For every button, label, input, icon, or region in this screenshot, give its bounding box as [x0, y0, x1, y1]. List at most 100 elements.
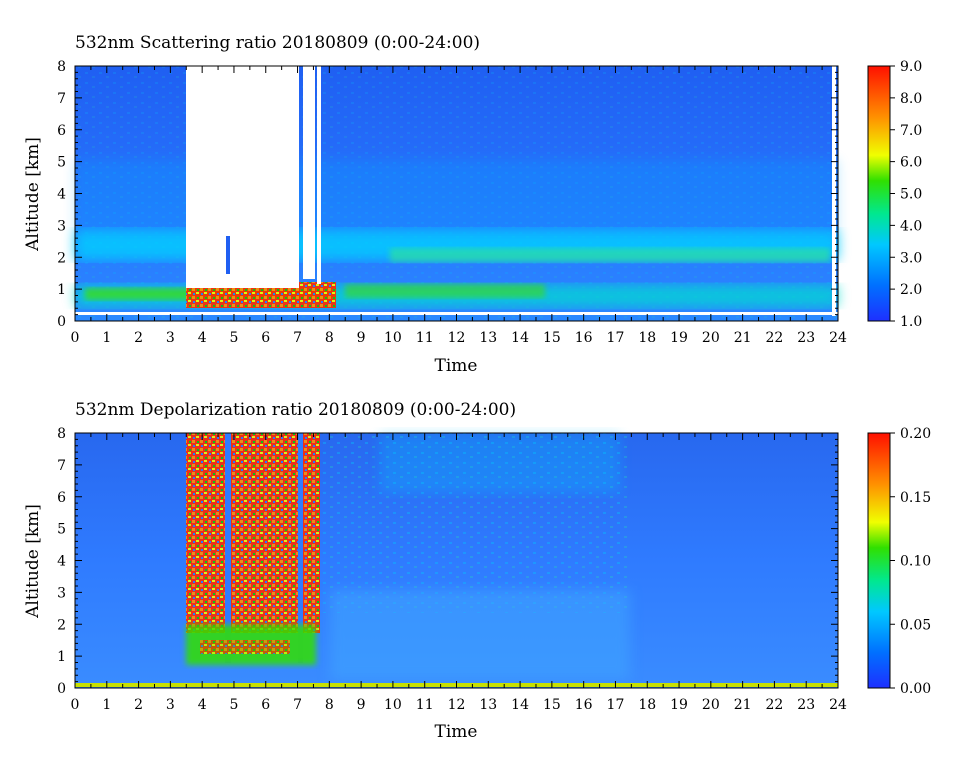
x-tick-label: 12 — [448, 697, 466, 713]
y-axis-ticks: 0 1 2 3 4 5 6 7 8 — [57, 59, 838, 330]
y-tick-label: 2 — [57, 617, 66, 633]
x-tick-label: 2 — [134, 330, 143, 346]
y-tick-label: 4 — [57, 187, 66, 203]
heatmap-saturated-cloud-3 — [317, 66, 321, 284]
x-tick-label: 11 — [416, 697, 434, 713]
x-tick-label: 10 — [384, 697, 402, 713]
x-tick-label: 15 — [543, 697, 561, 713]
y-tick-label: 3 — [57, 585, 66, 601]
y-tick-label: 2 — [57, 250, 66, 266]
heatmap-column-gap — [225, 433, 231, 663]
colorbar-tick-label: 2.0 — [900, 282, 922, 298]
panel-title: 532nm Depolarization ratio 20180809 (0:0… — [75, 400, 516, 420]
heatmap-right-edge — [832, 66, 836, 316]
heatmap-speckle-upper — [380, 433, 620, 493]
panel-title: 532nm Scattering ratio 20180809 (0:00-24… — [75, 33, 480, 53]
heatmap-dust-column — [186, 433, 320, 633]
y-tick-label: 6 — [57, 123, 66, 139]
x-tick-label: 18 — [638, 697, 656, 713]
colorbar-tick-label: 0.05 — [900, 617, 931, 633]
x-tick-label: 16 — [575, 330, 593, 346]
x-tick-label: 3 — [166, 697, 175, 713]
y-tick-label: 0 — [57, 681, 66, 697]
y-tick-label: 3 — [57, 218, 66, 234]
colorbar-gradient — [867, 432, 891, 689]
x-tick-label: 13 — [479, 697, 497, 713]
x-tick-label: 1 — [102, 697, 111, 713]
y-tick-label: 8 — [57, 59, 66, 75]
x-tick-label: 0 — [71, 697, 80, 713]
x-tick-label: 21 — [734, 330, 752, 346]
x-axis-label: Time — [435, 356, 478, 376]
y-tick-label: 5 — [57, 522, 66, 538]
y-tick-label: 8 — [57, 426, 66, 442]
colorbar-ticks: 0.00 0.05 0.10 0.15 0.20 — [890, 426, 931, 697]
y-tick-label: 1 — [57, 282, 66, 298]
x-tick-label: 6 — [261, 697, 270, 713]
x-tick-label: 17 — [607, 330, 625, 346]
y-tick-label: 0 — [57, 314, 66, 330]
x-tick-label: 1 — [102, 330, 111, 346]
y-tick-label: 1 — [57, 649, 66, 665]
x-tick-label: 8 — [325, 697, 334, 713]
x-tick-label: 2 — [134, 697, 143, 713]
colorbar-tick-label: 1.0 — [900, 314, 922, 330]
y-tick-label: 5 — [57, 155, 66, 171]
x-tick-label: 4 — [198, 697, 207, 713]
colorbar-tick-label: 3.0 — [900, 250, 922, 266]
x-tick-label: 15 — [543, 330, 561, 346]
colorbar-tick-label: 7.0 — [900, 123, 922, 139]
x-tick-label: 7 — [293, 697, 302, 713]
y-tick-label: 6 — [57, 490, 66, 506]
plot-area — [74, 65, 839, 322]
x-tick-label: 21 — [734, 697, 752, 713]
colorbar: 0.00 0.05 0.10 0.15 0.20 — [867, 426, 931, 697]
x-tick-label: 5 — [229, 330, 238, 346]
x-tick-label: 14 — [511, 330, 529, 346]
y-axis-label: Altitude [km] — [23, 504, 43, 619]
colorbar-tick-label: 8.0 — [900, 91, 922, 107]
x-tick-label: 7 — [293, 330, 302, 346]
colorbar-tick-label: 6.0 — [900, 155, 922, 171]
x-axis-ticks: 0 1 2 3 4 5 6 7 8 9 10 11 12 13 14 15 16 17 18 19 20 21 22 23 24 — [71, 433, 847, 713]
x-tick-label: 8 — [325, 330, 334, 346]
y-axis-label: Altitude [km] — [23, 137, 43, 252]
colorbar-tick-label: 0.20 — [900, 426, 931, 442]
colorbar-tick-label: 0.00 — [900, 681, 931, 697]
x-tick-label: 24 — [829, 697, 847, 713]
x-tick-label: 20 — [702, 697, 720, 713]
heatmap-aerosol-layer-2 — [390, 248, 830, 262]
x-tick-label: 3 — [166, 330, 175, 346]
y-tick-label: 4 — [57, 554, 66, 570]
heatmap-cloud-streak — [226, 236, 230, 274]
y-axis-ticks: 0 1 2 3 4 5 6 7 8 — [57, 426, 838, 697]
x-tick-label: 13 — [479, 330, 497, 346]
colorbar-tick-label: 9.0 — [900, 59, 922, 75]
x-tick-label: 10 — [384, 330, 402, 346]
x-tick-label: 5 — [229, 697, 238, 713]
heatmap-saturated-cloud — [186, 66, 299, 288]
x-tick-label: 4 — [198, 330, 207, 346]
plot-area — [74, 432, 839, 689]
x-tick-label: 19 — [670, 697, 688, 713]
x-axis-label: Time — [435, 722, 478, 742]
x-tick-label: 9 — [357, 697, 366, 713]
x-tick-label: 20 — [702, 330, 720, 346]
heatmap-boundary-green-2 — [345, 284, 545, 298]
colorbar-ticks: 1.0 2.0 3.0 4.0 5.0 6.0 7.0 8.0 9.0 — [890, 59, 922, 330]
colorbar-tick-label: 0.15 — [900, 490, 931, 506]
x-tick-label: 23 — [797, 697, 815, 713]
y-tick-label: 7 — [57, 91, 66, 107]
colorbar-tick-label: 4.0 — [900, 218, 922, 234]
x-tick-label: 23 — [797, 330, 815, 346]
x-tick-label: 9 — [357, 330, 366, 346]
colorbar-tick-label: 5.0 — [900, 187, 922, 203]
scattering-ratio-panel: 532nm Scattering ratio 20180809 (0:00-24… — [23, 33, 922, 376]
x-tick-label: 22 — [766, 697, 784, 713]
x-tick-label: 17 — [607, 697, 625, 713]
x-tick-label: 14 — [511, 697, 529, 713]
x-tick-label: 16 — [575, 697, 593, 713]
x-axis-ticks: 0 1 2 3 4 5 6 7 8 9 10 11 12 13 14 15 16 17 18 19 20 21 22 23 24 — [71, 66, 847, 346]
heatmap-bottom-band — [75, 312, 838, 315]
